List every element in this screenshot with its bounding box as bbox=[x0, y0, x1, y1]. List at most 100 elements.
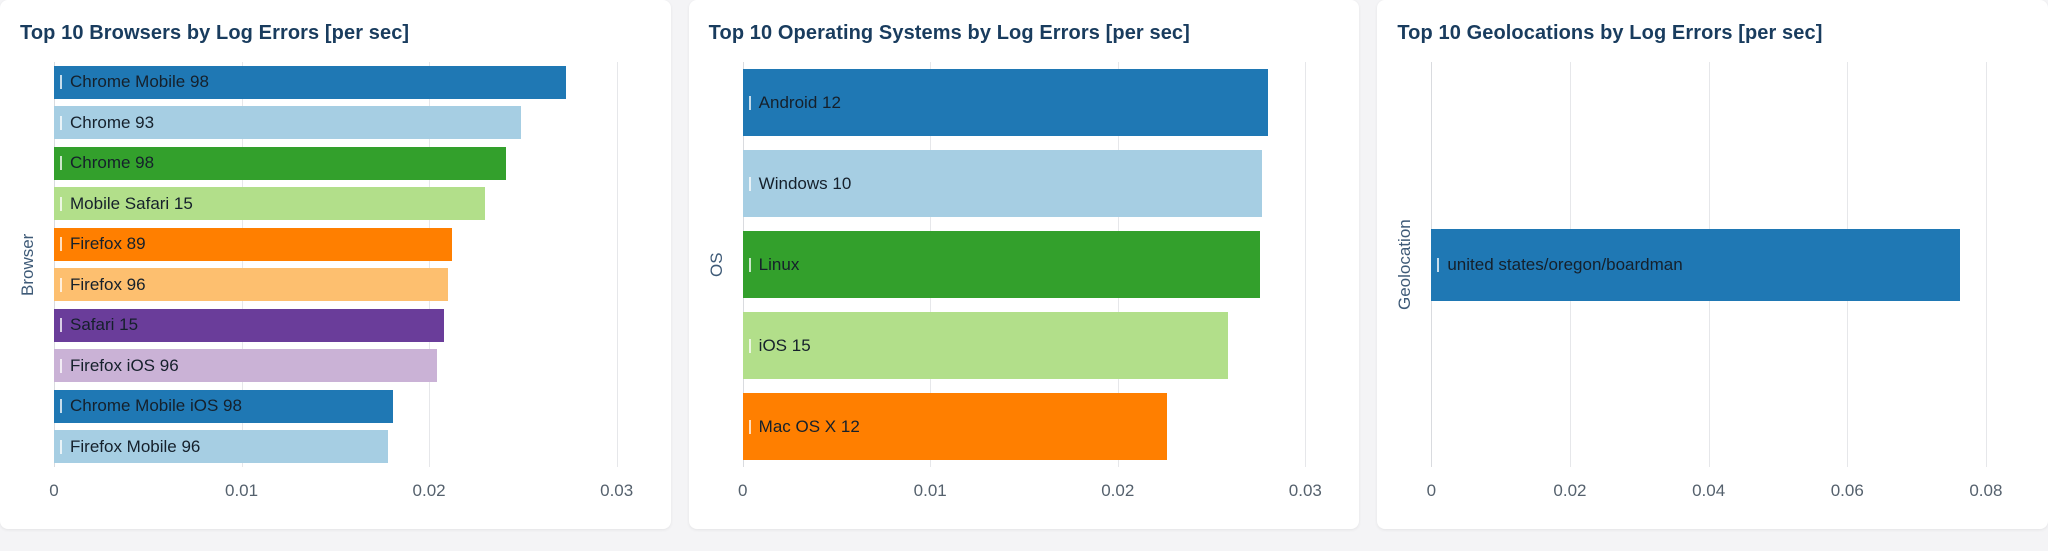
charts-row: Top 10 Browsers by Log Errors [per sec] B… bbox=[0, 0, 2048, 529]
bar-row: Firefox iOS 96 bbox=[54, 346, 647, 387]
gridline bbox=[241, 62, 243, 467]
bar-row: Firefox 96 bbox=[54, 265, 647, 306]
x-axis: 0 0.02 0.04 0.06 0.08 bbox=[1427, 467, 2024, 513]
gridline bbox=[616, 62, 618, 467]
bar-row: iOS 15 bbox=[742, 305, 1336, 386]
bar-label: Chrome Mobile 98 bbox=[70, 72, 209, 92]
axis-line bbox=[54, 62, 55, 467]
category-tick bbox=[60, 156, 62, 171]
gridline bbox=[1305, 62, 1307, 467]
bar-mobile-safari-15[interactable]: Mobile Safari 15 bbox=[54, 187, 486, 221]
plot-area: Android 12 Windows 10 Linux iOS 15 Mac OS X … bbox=[738, 62, 1336, 513]
y-axis-label: Geolocation bbox=[1395, 219, 1415, 310]
category-tick bbox=[60, 237, 62, 252]
plot-region: Chrome Mobile 98 Chrome 93 Chrome 98 Mobile… bbox=[54, 62, 647, 467]
bar-row: Chrome Mobile iOS 98 bbox=[54, 386, 647, 427]
bar-row: Chrome Mobile 98 bbox=[54, 62, 647, 103]
bar-linux[interactable]: Linux bbox=[742, 231, 1261, 298]
category-tick bbox=[60, 196, 62, 211]
bar-row: Mac OS X 12 bbox=[742, 386, 1336, 467]
plot-region: united states/oregon/boardman bbox=[1431, 62, 2024, 467]
bar-group: Android 12 Windows 10 Linux iOS 15 Mac OS X … bbox=[742, 62, 1336, 467]
category-tick bbox=[60, 399, 62, 414]
bar-row: Chrome 93 bbox=[54, 103, 647, 144]
bar-label: iOS 15 bbox=[758, 335, 811, 355]
chart-body: Geolocation united states/oregon/boardman… bbox=[1389, 62, 2024, 513]
bar-row: Firefox 89 bbox=[54, 224, 647, 265]
chart-panel-os: Top 10 Operating Systems by Log Errors [… bbox=[688, 0, 1360, 529]
category-tick bbox=[60, 277, 62, 292]
y-axis-label: OS bbox=[706, 252, 726, 277]
bar-label: Firefox 96 bbox=[70, 274, 146, 294]
gridline bbox=[1985, 62, 1987, 467]
category-tick bbox=[748, 176, 751, 191]
bar-label: Windows 10 bbox=[758, 173, 852, 193]
x-axis: 0 0.01 0.02 0.03 bbox=[738, 467, 1336, 513]
chart-title: Top 10 Geolocations by Log Errors [per s… bbox=[1397, 22, 1823, 44]
bar-safari-15[interactable]: Safari 15 bbox=[54, 308, 445, 342]
bar-row: Linux bbox=[742, 224, 1336, 305]
bar-chrome-mobile-98[interactable]: Chrome Mobile 98 bbox=[54, 65, 567, 99]
bar-row: Safari 15 bbox=[54, 305, 647, 346]
bar-label: Android 12 bbox=[758, 92, 841, 112]
bar-android-12[interactable]: Android 12 bbox=[742, 69, 1268, 136]
bar-firefox-ios-96[interactable]: Firefox iOS 96 bbox=[54, 349, 437, 383]
bar-label: Firefox iOS 96 bbox=[70, 355, 179, 375]
x-tick-label: 0.02 bbox=[1553, 481, 1587, 500]
chart-body: OS Android 12 Windows 10 Linux iOS 15 Mac OS … bbox=[701, 62, 1336, 513]
x-tick-label: 0.03 bbox=[600, 481, 634, 500]
plot-area: Chrome Mobile 98 Chrome 93 Chrome 98 Mobile… bbox=[49, 62, 647, 513]
chart-panel-browser: Top 10 Browsers by Log Errors [per sec] B… bbox=[0, 0, 671, 529]
x-axis: 0 0.01 0.02 0.03 bbox=[49, 467, 647, 513]
category-tick bbox=[748, 338, 751, 353]
bar-label: Mac OS X 12 bbox=[758, 416, 860, 436]
bar-label: united states/oregon/boardman bbox=[1447, 254, 1683, 274]
category-tick bbox=[748, 257, 751, 272]
chart-title: Top 10 Browsers by Log Errors [per sec] bbox=[20, 22, 410, 44]
bar-label: Safari 15 bbox=[70, 315, 139, 335]
category-tick bbox=[60, 358, 62, 373]
bar-firefox-89[interactable]: Firefox 89 bbox=[54, 227, 452, 261]
bar-row: Mobile Safari 15 bbox=[54, 184, 647, 225]
category-tick bbox=[748, 419, 751, 434]
category-tick bbox=[60, 318, 62, 333]
bar-windows-10[interactable]: Windows 10 bbox=[742, 150, 1263, 217]
plot-region: Android 12 Windows 10 Linux iOS 15 Mac OS X … bbox=[742, 62, 1336, 467]
chart-title: Top 10 Operating Systems by Log Errors [… bbox=[708, 22, 1190, 44]
bar-row: Firefox Mobile 96 bbox=[54, 427, 647, 468]
chart-panel-geolocation: Top 10 Geolocations by Log Errors [per s… bbox=[1377, 0, 2048, 529]
bar-united-states-oregon-boardman[interactable]: united states/oregon/boardman bbox=[1431, 228, 1960, 301]
bar-label: Firefox 89 bbox=[70, 234, 146, 254]
x-tick-label: 0.06 bbox=[1830, 481, 1864, 500]
category-tick bbox=[748, 95, 751, 110]
bar-label: Mobile Safari 15 bbox=[70, 193, 193, 213]
bar-label: Chrome Mobile iOS 98 bbox=[70, 396, 242, 416]
category-tick bbox=[60, 439, 62, 454]
x-tick-label: 0 bbox=[737, 481, 748, 500]
category-tick bbox=[60, 75, 62, 90]
bar-mac-os-x-12[interactable]: Mac OS X 12 bbox=[742, 393, 1167, 460]
x-tick-label: 0.04 bbox=[1692, 481, 1726, 500]
bar-label: Chrome 93 bbox=[70, 112, 155, 132]
x-tick-label: 0.02 bbox=[1101, 481, 1135, 500]
bar-firefox-mobile-96[interactable]: Firefox Mobile 96 bbox=[54, 430, 388, 464]
bar-chrome-98[interactable]: Chrome 98 bbox=[54, 146, 506, 180]
x-tick-label: 0.01 bbox=[913, 481, 947, 500]
x-tick-label: 0 bbox=[1426, 481, 1437, 500]
bar-chrome-mobile-ios-98[interactable]: Chrome Mobile iOS 98 bbox=[54, 389, 394, 423]
plot-area: united states/oregon/boardman 0 0.02 0.04 0.… bbox=[1427, 62, 2024, 513]
category-tick bbox=[60, 115, 62, 130]
bar-row: Chrome 98 bbox=[54, 143, 647, 184]
x-tick-label: 0.08 bbox=[1969, 481, 2003, 500]
x-tick-label: 0 bbox=[49, 481, 59, 500]
bar-group: united states/oregon/boardman bbox=[1431, 62, 2024, 467]
bar-label: Firefox Mobile 96 bbox=[70, 436, 201, 456]
bar-label: Chrome 98 bbox=[70, 153, 155, 173]
bar-chrome-93[interactable]: Chrome 93 bbox=[54, 106, 521, 140]
bar-label: Linux bbox=[758, 254, 800, 274]
bar-firefox-96[interactable]: Firefox 96 bbox=[54, 268, 448, 302]
bar-row: united states/oregon/boardman bbox=[1431, 62, 2024, 467]
y-axis-label: Browser bbox=[18, 233, 37, 296]
x-tick-label: 0.02 bbox=[412, 481, 446, 500]
bar-ios-15[interactable]: iOS 15 bbox=[742, 312, 1229, 379]
